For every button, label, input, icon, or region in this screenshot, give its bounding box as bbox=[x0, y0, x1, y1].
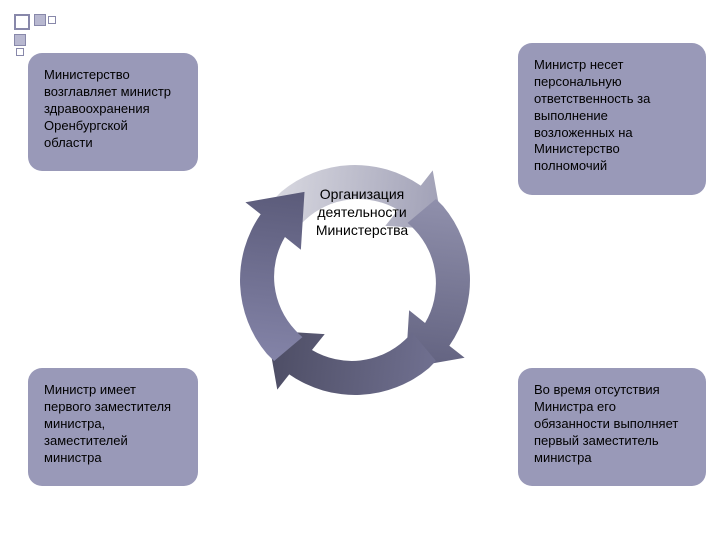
center-line3: Министерства bbox=[316, 222, 408, 238]
center-line2: деятельности bbox=[317, 204, 406, 220]
box-top-left: Министерство возглавляет министр здравоо… bbox=[30, 55, 190, 163]
center-line1: Организация bbox=[320, 186, 404, 202]
center-label: Организация деятельности Министерства bbox=[307, 185, 417, 240]
box-bottom-right: Во время отсутствия Министра его обязанн… bbox=[520, 370, 698, 478]
box-bottom-left: Министр имеет первого заместителя минист… bbox=[30, 370, 190, 478]
box-top-right: Министр несет персональную ответственнос… bbox=[520, 45, 698, 187]
